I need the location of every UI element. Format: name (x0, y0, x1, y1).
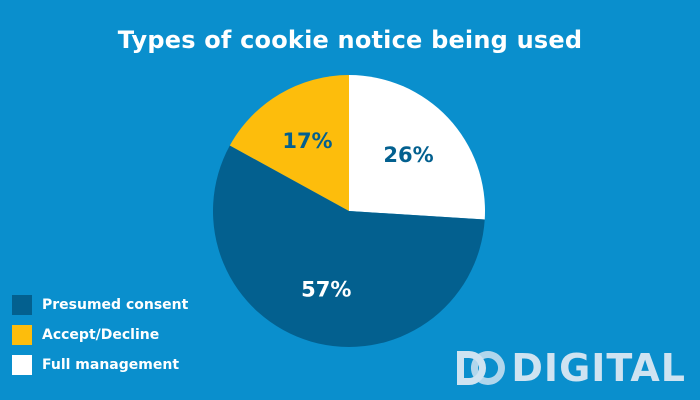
legend-item-presumed-consent: Presumed consent (12, 290, 188, 320)
logo-text: DIGITAL (511, 346, 686, 390)
legend-swatch-presumed-consent (12, 295, 32, 315)
legend-item-accept-decline: Accept/Decline (12, 320, 188, 350)
pie-slice-presumed-consent (213, 145, 485, 347)
chart-legend: Presumed consent Accept/Decline Full man… (12, 290, 188, 380)
do-digital-logo: DIGITAL (455, 346, 686, 390)
pie-label-accept-decline: 17% (282, 129, 332, 153)
legend-swatch-full-management (12, 355, 32, 375)
legend-item-full-management: Full management (12, 350, 188, 380)
legend-label-accept-decline: Accept/Decline (42, 327, 160, 343)
pie-label-full-management: 26% (383, 143, 433, 167)
legend-swatch-accept-decline (12, 325, 32, 345)
do-logo-mark-icon (457, 351, 506, 385)
legend-label-full-management: Full management (42, 357, 180, 373)
chart-title: Types of cookie notice being used (117, 26, 583, 54)
pie-slice-accept-decline (229, 75, 349, 211)
pie-slice-full-management (349, 75, 485, 220)
legend-label-presumed-consent: Presumed consent (42, 297, 189, 313)
pie-label-presumed-consent: 57% (301, 277, 351, 301)
